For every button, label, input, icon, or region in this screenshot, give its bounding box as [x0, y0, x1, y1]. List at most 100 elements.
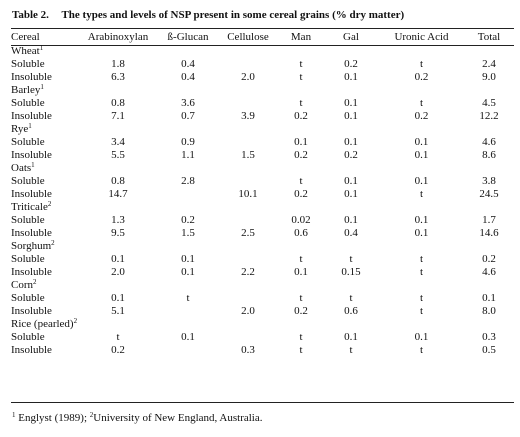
column-header: Uronic Acid	[394, 31, 449, 43]
grain-source-ref: 2	[73, 317, 78, 325]
column-header: Man	[290, 31, 312, 43]
grain-row: Oats1	[11, 162, 514, 175]
column-header: Gal	[343, 31, 359, 43]
value-cell	[217, 58, 279, 71]
value-cell: 1.5	[241, 149, 255, 161]
value-cell: 2.0	[241, 71, 255, 83]
column-header: Cereal	[11, 31, 40, 43]
value-cell: t	[186, 292, 190, 304]
grain-name-cell: Rye1	[11, 123, 514, 136]
value-cell: t	[419, 344, 424, 356]
fraction-row: Insoluble 6.3 0.4 2.0 t 0.1 0.2 9.0	[11, 71, 514, 84]
value-cell: t	[299, 175, 303, 187]
value-cell	[217, 253, 279, 266]
value-cell: 9.0	[482, 71, 496, 83]
value-cell: t	[299, 97, 303, 109]
value-cell: t	[349, 344, 353, 356]
value-cell: 0.2	[294, 149, 308, 161]
value-cell: 1.8	[111, 58, 125, 70]
value-cell: 0.6	[294, 227, 308, 239]
value-cell: 0.1	[294, 136, 308, 148]
value-cell: 0.1	[414, 214, 429, 226]
value-cell: 8.6	[482, 149, 496, 161]
value-cell: 0.8	[111, 175, 125, 187]
value-cell: 0.1	[181, 266, 195, 278]
grain-name-cell: Wheat1	[11, 45, 514, 58]
fraction-label: Insoluble	[11, 305, 52, 317]
value-cell: 5.5	[111, 149, 125, 161]
fraction-label: Soluble	[11, 292, 45, 304]
value-cell: 0.15	[341, 266, 361, 278]
fraction-row: Insoluble 5.1 2.0 0.2 0.6 t 8.0	[11, 305, 514, 318]
value-cell: t	[419, 188, 424, 200]
value-cell: 0.1	[482, 292, 496, 304]
fraction-row: Soluble 0.8 3.6 t 0.1 t 4.5	[11, 97, 514, 110]
value-cell: 7.1	[111, 110, 125, 122]
fraction-row: Insoluble 9.5 1.5 2.5 0.6 0.4 0.1 14.6	[11, 227, 514, 240]
footnote: 1 Englyst (1989); 2University of New Eng…	[12, 412, 263, 425]
value-cell: t	[419, 266, 424, 278]
grain-name: Barley	[11, 84, 41, 96]
value-cell: 0.8	[111, 97, 125, 109]
value-cell: 0.2	[482, 253, 496, 265]
value-cell: 2.8	[181, 175, 195, 187]
value-cell: 0.4	[181, 71, 195, 83]
value-cell: 0.2	[414, 71, 429, 83]
grain-source-ref: 1	[40, 83, 44, 91]
grain-name-cell: Triticale2	[11, 201, 514, 214]
grain-name-cell: Barley1	[11, 84, 514, 97]
nsp-table: Cereal Arabinoxylan ß-Glucan Cellulose M…	[11, 29, 514, 357]
grain-row: Corn2	[11, 279, 514, 292]
value-cell: 1.7	[482, 214, 496, 226]
header-row: Cereal Arabinoxylan ß-Glucan Cellulose M…	[11, 29, 514, 45]
fraction-label: Insoluble	[11, 110, 52, 122]
value-cell: t	[349, 253, 353, 265]
value-cell: 0.4	[181, 58, 195, 70]
value-cell: 6.3	[111, 71, 125, 83]
grain-row: Rye1	[11, 123, 514, 136]
value-cell: 0.1	[414, 175, 429, 187]
value-cell: 2.0	[241, 305, 255, 317]
grain-source-ref: 2	[51, 239, 55, 247]
value-cell: t	[419, 305, 424, 317]
grain-name-cell: Oats1	[11, 162, 514, 175]
fraction-row: Insoluble 5.5 1.1 1.5 0.2 0.2 0.1 8.6	[11, 149, 514, 162]
fraction-label: Insoluble	[11, 344, 52, 356]
column-header: Cellulose	[227, 31, 269, 43]
value-cell: t	[419, 97, 424, 109]
value-cell: 1.5	[181, 227, 195, 239]
value-cell: t	[299, 292, 303, 304]
value-cell: 0.3	[482, 331, 496, 343]
value-cell	[217, 331, 279, 344]
fraction-row: Soluble 0.1 0.1 t t t 0.2	[11, 253, 514, 266]
grain-source-ref: 2	[47, 200, 52, 208]
fraction-row: Insoluble 2.0 0.1 2.2 0.1 0.15 t 4.6	[11, 266, 514, 279]
value-cell: 0.1	[344, 110, 358, 122]
value-cell: t	[419, 253, 424, 265]
value-cell: 4.6	[482, 136, 496, 148]
value-cell: t	[299, 71, 303, 83]
fraction-row: Soluble t 0.1 t 0.1 0.1 0.3	[11, 331, 514, 344]
column-header: Arabinoxylan	[87, 31, 149, 43]
value-cell	[159, 344, 217, 357]
value-cell: 0.2	[111, 344, 125, 356]
grain-row: Rice (pearled)2	[11, 318, 514, 331]
header-rule	[11, 45, 514, 46]
value-cell: 0.1	[344, 331, 358, 343]
grain-name-cell: Corn2	[11, 279, 514, 292]
fraction-label: Insoluble	[11, 188, 52, 200]
value-cell: 1.1	[181, 149, 195, 161]
value-cell: 0.4	[344, 227, 358, 239]
value-cell	[159, 188, 217, 201]
value-cell: 0.1	[181, 331, 195, 343]
fraction-label: Soluble	[11, 136, 45, 148]
grain-name-cell: Rice (pearled)2	[11, 318, 514, 331]
value-cell	[217, 175, 279, 188]
value-cell: 10.1	[238, 188, 258, 200]
fraction-row: Soluble 3.4 0.9 0.1 0.1 0.1 4.6	[11, 136, 514, 149]
fraction-label: Soluble	[11, 253, 45, 265]
table-title: The types and levels of NSP present in s…	[61, 9, 405, 21]
fraction-label: Insoluble	[11, 71, 52, 83]
value-cell	[217, 292, 279, 305]
value-cell: 0.6	[344, 305, 358, 317]
